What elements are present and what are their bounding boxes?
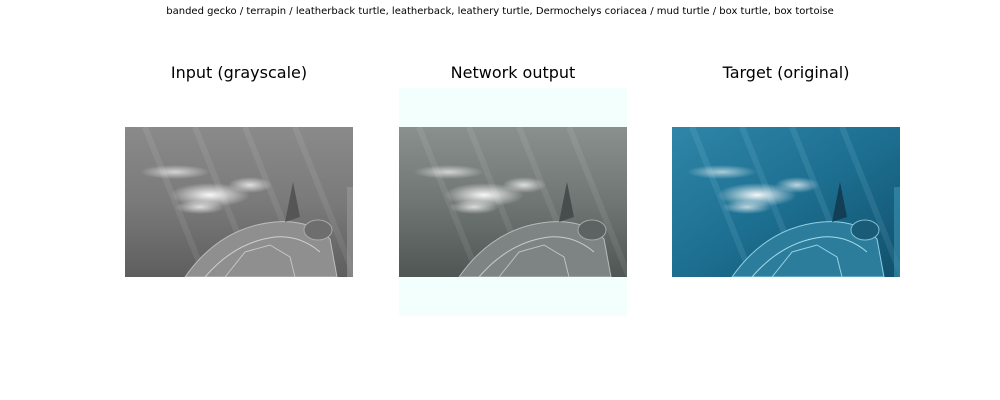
panel-title-output: Network output [450, 63, 576, 82]
panel-title-input: Input (grayscale) [170, 63, 308, 82]
target-original-image [672, 127, 900, 277]
panel-title-target: Target (original) [722, 63, 850, 82]
figure-suptitle: banded gecko / terrapin / leatherback tu… [166, 6, 834, 17]
input-grayscale-image [125, 127, 353, 277]
network-output-image [399, 127, 627, 277]
